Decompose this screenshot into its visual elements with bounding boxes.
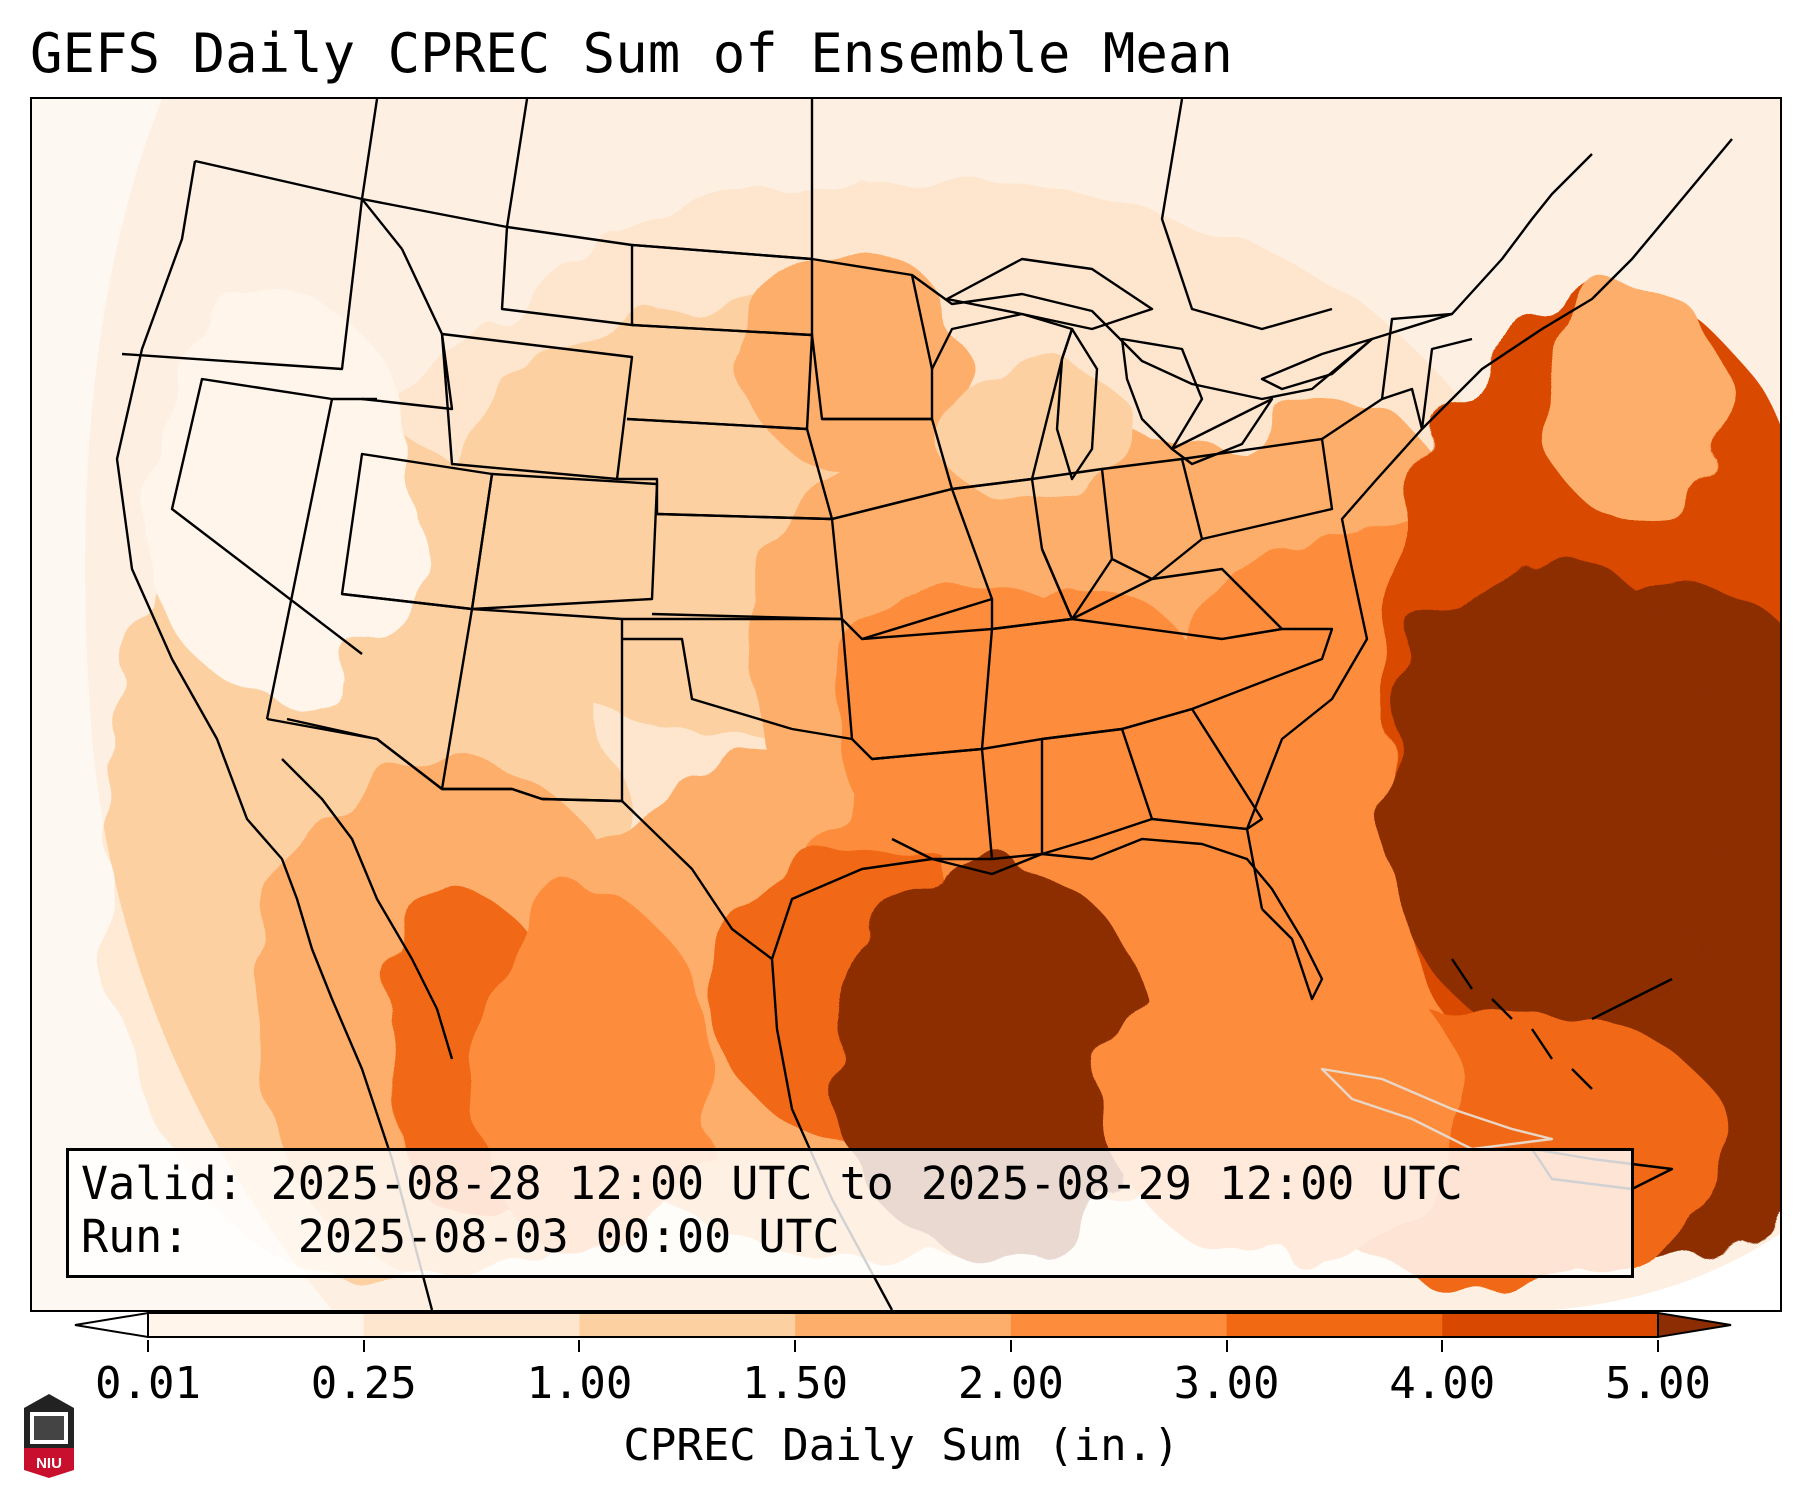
- colorbar-segment: [363, 1313, 580, 1337]
- colorbar-tick: [362, 1340, 365, 1352]
- colorbar-segment: [795, 1313, 1012, 1337]
- precip-field: [32, 99, 1780, 1310]
- lake-erie: [1170, 397, 1274, 466]
- colorbar-tick-label: 4.00: [1389, 1358, 1496, 1409]
- atlantic-coast: [1245, 138, 1733, 910]
- colorbar-segment: [579, 1313, 796, 1337]
- run-value: 2025-08-03 00:00 UTC: [297, 1210, 840, 1263]
- colorbar-tick: [1657, 1340, 1659, 1352]
- projection-edge-corner: [1552, 1234, 1780, 1310]
- state-line: [170, 377, 377, 655]
- pacific-coast: [115, 160, 434, 1310]
- logo-text: NIU: [36, 1455, 62, 1472]
- run-label: Run:: [81, 1210, 190, 1263]
- bermuda-area: [1591, 977, 1673, 1021]
- colorbar-tick-label: 5.00: [1605, 1358, 1711, 1409]
- precip-cell: [1542, 279, 1722, 519]
- valid-value: 2025-08-28 12:00 UTC to 2025-08-29 12:00…: [270, 1157, 1463, 1210]
- precip-cell: [742, 249, 962, 469]
- province-line: [360, 99, 379, 200]
- colorbar-tick-label: 1.00: [526, 1358, 633, 1409]
- precip-cell: [1382, 559, 1722, 1039]
- baja-coast: [281, 758, 454, 1060]
- logo-shield-bottom: [24, 1448, 74, 1478]
- colorbar-tick-label: 3.00: [1173, 1358, 1280, 1409]
- projection-edge: [32, 99, 332, 1310]
- lake-ontario: [1260, 337, 1374, 391]
- map-title: GEFS Daily CPREC Sum of Ensemble Mean: [30, 22, 1233, 85]
- colorbar: [74, 1311, 1732, 1339]
- precip-map: [30, 97, 1782, 1312]
- kansas: [651, 512, 844, 621]
- niu-logo: NIU: [24, 1394, 74, 1478]
- valid-label: Valid:: [81, 1157, 244, 1210]
- tennessee-carolinas: [981, 617, 1334, 751]
- colorbar-segment: [148, 1313, 365, 1337]
- colorbar-tick-label: 1.50: [742, 1358, 849, 1409]
- state-line: [500, 226, 634, 327]
- state-line: [361, 198, 454, 411]
- new-mexico: [442, 607, 624, 803]
- province-line: [1160, 99, 1333, 331]
- state-line: [1420, 337, 1473, 430]
- state-line: [265, 398, 334, 720]
- colorbar-tick: [1009, 1340, 1012, 1352]
- state-line: [1321, 387, 1424, 440]
- state-line: [121, 198, 364, 371]
- colorbar-tick: [1225, 1340, 1228, 1352]
- kentucky-virginia: [1071, 567, 1284, 641]
- colorbar-tick: [147, 1340, 149, 1352]
- colorbar-segments: [147, 1312, 1659, 1338]
- province-line: [505, 99, 529, 228]
- colorbar-tick: [578, 1340, 581, 1352]
- precip-cell: [982, 589, 1202, 809]
- colorbar-tick-label: 0.01: [95, 1358, 201, 1409]
- colorbar-segment: [1226, 1313, 1443, 1337]
- colorbar-tick-label: 0.25: [310, 1358, 417, 1409]
- state-line: [1380, 312, 1453, 400]
- colorbar-over-arrow: [1657, 1311, 1732, 1339]
- gulf-coast: [770, 837, 1324, 1001]
- colorbar-tick: [794, 1340, 797, 1352]
- colorbar-segment: [1010, 1313, 1228, 1337]
- logo-windows: [34, 1416, 64, 1440]
- wisconsin: [930, 312, 1074, 491]
- colorbar-tick-label: 2.00: [957, 1358, 1064, 1409]
- colorbar-label: CPREC Daily Sum (in.): [623, 1420, 1180, 1471]
- boundaries: [115, 99, 1733, 1310]
- colorbar-tick: [1441, 1340, 1444, 1352]
- colorbar-under-arrow: [74, 1311, 149, 1339]
- valid-run-info: Valid: 2025-08-28 12:00 UTC to 2025-08-2…: [66, 1148, 1634, 1278]
- cuba: [1320, 1067, 1554, 1151]
- colorbar-segment: [1442, 1313, 1659, 1337]
- pennsylvania: [1181, 437, 1334, 541]
- bahamas: [1451, 958, 1593, 1090]
